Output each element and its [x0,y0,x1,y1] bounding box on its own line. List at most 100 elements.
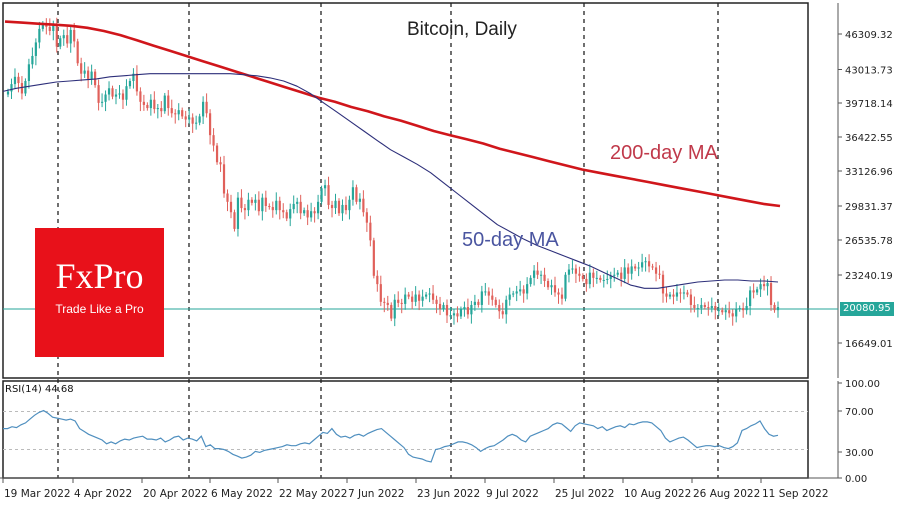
candle-bull [609,275,612,279]
candle-bull [6,91,10,95]
candle-bear [477,301,480,305]
candle-bear [418,294,421,301]
candle-bear [411,296,414,302]
candle-bull [247,199,250,211]
candle-bear [184,116,187,120]
candle-bear [742,308,745,311]
date-tick-label: 26 Aug 2022 [693,488,760,500]
candle-bull [421,296,424,301]
candle-bear [769,283,773,305]
candle-bull [508,294,511,300]
candle-bull [104,94,107,102]
candle-bull [296,201,299,204]
candle-bear [66,35,69,44]
date-tick-label: 7 Jun 2022 [348,488,404,500]
candle-bull [428,293,431,295]
candle-bull [128,80,132,87]
candle-bull [292,203,295,210]
candle-bear [693,304,696,309]
candle-bear [557,292,560,295]
date-tick-label: 9 Jul 2022 [486,488,539,500]
candle-bear [665,293,668,297]
candle-bear [48,26,51,31]
candle-bull [261,197,264,212]
candle-bull [125,86,128,100]
candle-bull [623,267,626,279]
candle-bull [132,73,135,81]
candle-bull [114,94,118,97]
date-tick-label: 6 May 2022 [211,488,273,500]
candle-bear [80,63,83,74]
candle-bear [344,204,348,211]
candle-bear [376,275,379,285]
date-tick-label: 20 Apr 2022 [143,488,208,500]
candle-bear [355,187,358,202]
candle-bear [498,304,501,312]
candle-bull [303,210,306,214]
candle-bull [449,315,452,317]
chart-title: Bitcoin, Daily [407,19,517,40]
ma200-line [4,20,781,208]
candle-bull [755,289,759,293]
candle-bull [470,304,473,315]
candle-bear [435,299,438,304]
candle-bull [738,308,741,310]
candle-bear [522,289,525,294]
candle-bear [369,222,372,241]
candle-bull [745,306,748,311]
candle-bull [630,266,633,274]
candle-bear [431,293,435,300]
candle-bear [87,70,90,79]
candle-bear [491,295,494,300]
candle-bear [97,85,100,103]
logo-brand: FxPro [55,256,144,296]
candle-bull [404,294,407,304]
candle-bear [181,110,184,117]
candle-bull [59,38,62,47]
candle-bear [215,145,219,163]
candle-bear [240,197,243,209]
candle-bull [34,42,37,56]
candle-bull [588,272,591,285]
fxpro-logo: FxPro Trade Like a Pro [35,228,164,357]
candle-bear [365,212,368,223]
candle-bull [637,267,640,269]
candle-bear [407,294,410,297]
candle-bull [320,188,323,202]
candle-bear [592,272,595,278]
candle-bear [661,274,665,294]
candle-bear [153,99,156,110]
candle-bear [208,113,212,136]
candle-bull [484,291,487,293]
candle-bull [334,200,337,209]
candle-bear [337,200,341,214]
date-tick-label: 4 Apr 2022 [74,488,132,500]
date-tick-label: 19 Mar 2022 [4,488,71,500]
candle-bear [647,261,651,267]
candle-bear [543,274,546,282]
candle-bull [348,199,351,211]
price-tick-label: 29831.37 [845,202,893,213]
candle-bull [519,289,522,292]
candle-bear [400,302,403,304]
candle-bull [616,272,619,275]
candle-bull [90,71,93,79]
ma50-line [2,73,779,289]
ma200-annotation: 200-day MA [610,142,718,164]
candle-bull [100,101,104,103]
date-tick-label: 10 Aug 2022 [624,488,691,500]
candle-bull [539,274,543,276]
candle-bear [135,73,139,92]
candle-bear [689,294,692,305]
candle-bear [170,108,173,114]
candle-bull [188,117,191,120]
candle-bull [533,270,536,278]
candle-bear [167,95,170,109]
candle-bull [52,24,55,31]
candle-bear [17,76,20,84]
candle-bear [111,88,114,97]
candle-bear [773,304,776,311]
candle-bull [289,209,292,219]
candle-bear [651,266,654,268]
